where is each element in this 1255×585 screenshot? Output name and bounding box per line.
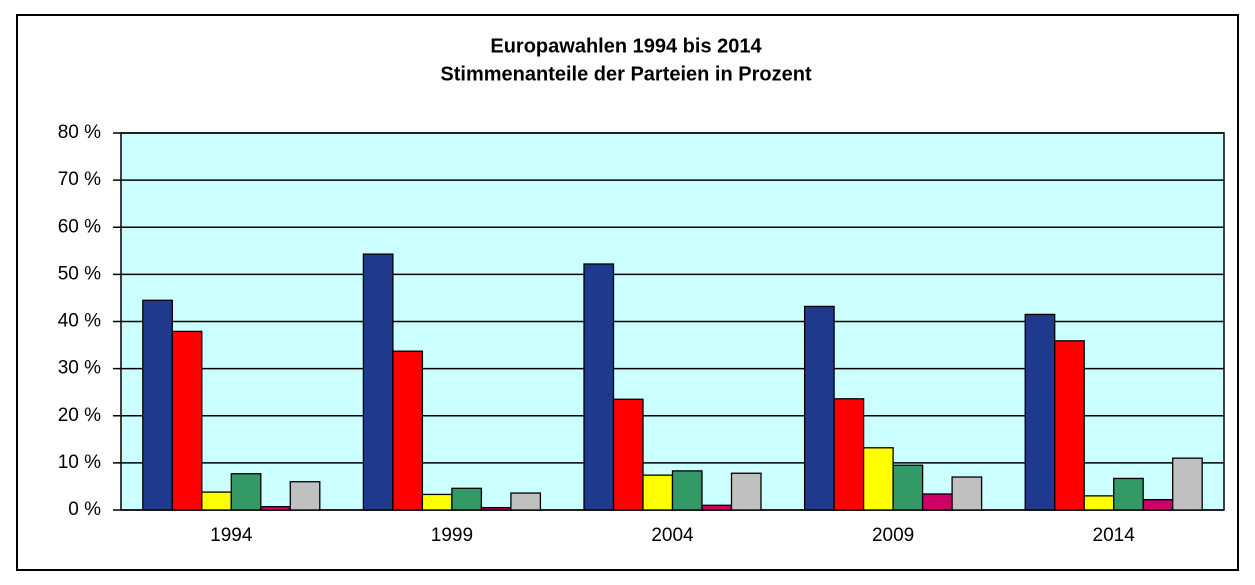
bar: [421, 493, 453, 511]
x-tick-label: 2014: [1093, 525, 1136, 546]
bar: [803, 305, 835, 511]
y-tick-label: 10 %: [58, 452, 101, 473]
bar: [201, 491, 232, 511]
chart-title: Europawahlen 1994 bis 2014: [490, 35, 762, 57]
y-tick-label: 60 %: [58, 216, 101, 237]
y-tick-label: 50 %: [58, 263, 101, 284]
bar: [951, 476, 983, 511]
bar: [730, 472, 762, 511]
chart-subtitle: Stimmenanteile der Parteien in Prozent: [440, 63, 812, 85]
bar: [1054, 340, 1085, 511]
y-tick-label: 20 %: [58, 405, 101, 426]
bar: [142, 299, 173, 511]
x-tick-label: 2009: [872, 525, 914, 546]
bar: [671, 470, 703, 511]
y-tick-label: 0 %: [68, 499, 101, 520]
bar: [451, 487, 483, 511]
bar: [1113, 477, 1144, 511]
bar: [362, 253, 394, 511]
bar: [510, 492, 542, 511]
bar: [833, 398, 865, 511]
bar: [1142, 498, 1174, 511]
bar: [892, 464, 924, 511]
y-tick-label: 70 %: [58, 169, 101, 190]
bar: [1083, 495, 1115, 511]
bar: [230, 473, 262, 511]
y-tick-label: 40 %: [58, 311, 101, 332]
bar: [921, 493, 953, 511]
bar: [480, 506, 512, 511]
y-tick-label: 80 %: [58, 122, 101, 143]
bar: [392, 350, 424, 511]
bar: [1024, 313, 1056, 511]
bar: [583, 263, 615, 511]
x-tick-label: 2004: [651, 525, 694, 546]
x-tick-label: 1999: [431, 525, 473, 546]
bar: [1172, 457, 1203, 511]
bar: [260, 506, 291, 511]
bar: [862, 447, 894, 511]
bar: [612, 398, 644, 511]
x-tick-label: 1994: [210, 525, 253, 546]
bar: [642, 474, 674, 511]
y-tick-label: 30 %: [58, 358, 101, 379]
bar: [171, 330, 203, 511]
bar: [701, 504, 733, 511]
bar: [289, 481, 321, 511]
